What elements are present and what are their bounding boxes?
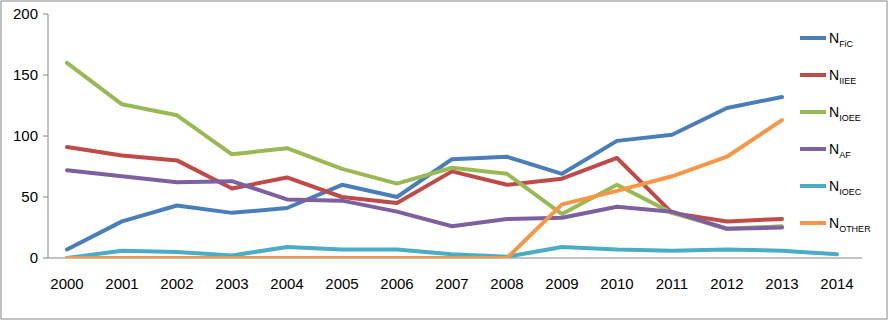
legend-swatch (800, 73, 826, 77)
x-tick-label: 2000 (50, 275, 83, 292)
legend-label-sub: IOEC (839, 187, 862, 197)
legend-label-main: N (829, 30, 839, 46)
legend-label-main: N (829, 104, 839, 120)
legend-label: NIOEE (829, 104, 861, 123)
y-tick-label: 50 (21, 188, 38, 205)
x-tick-label: 2007 (435, 275, 468, 292)
legend-label-sub: OTHER (839, 224, 871, 234)
legend-swatch (800, 184, 826, 188)
x-tick-label: 2011 (656, 275, 688, 292)
y-tick (43, 258, 48, 259)
y-tick-label: 150 (13, 66, 38, 83)
y-tick-label: 200 (13, 5, 38, 22)
x-tick-label: 2006 (380, 275, 413, 292)
x-tick-label: 2012 (710, 275, 743, 292)
series-line (67, 170, 782, 229)
x-tick-label: 2008 (490, 275, 523, 292)
chart: 0 50 100 150 200 2000 2001 2002 2003 2004 2005 2006… (0, 0, 888, 320)
legend-label-sub: IIEE (839, 76, 856, 86)
legend-label-sub: AF (839, 150, 851, 160)
y-tick-label: 100 (13, 127, 38, 144)
legend-swatch (800, 221, 826, 225)
series-line (67, 120, 782, 258)
y-tick (43, 197, 48, 198)
legend-label: NAF (829, 141, 851, 160)
x-tick-label: 2001 (105, 275, 138, 292)
x-tick-label: 2010 (600, 275, 633, 292)
x-tick-label: 2005 (325, 275, 358, 292)
x-tick-label: 2009 (545, 275, 578, 292)
y-tick (43, 136, 48, 137)
x-tick-label: 2003 (215, 275, 248, 292)
x-tick-label: 2002 (160, 275, 193, 292)
y-tick (43, 75, 48, 76)
legend-label-main: N (829, 141, 839, 157)
legend-swatch (800, 36, 826, 40)
y-tick-label: 0 (30, 249, 38, 266)
legend-label-main: N (829, 67, 839, 83)
x-tick-label: 2013 (765, 275, 798, 292)
legend-swatch (800, 110, 826, 114)
series-line (67, 63, 782, 229)
frame (1, 1, 887, 319)
legend-label: NIIEE (829, 67, 856, 86)
x-tick-label: 2014 (820, 275, 853, 292)
legend-label-sub: FiC (839, 39, 853, 49)
legend-label-sub: IOEE (839, 113, 861, 123)
legend-label: NFiC (829, 30, 854, 49)
legend-label-main: N (829, 178, 839, 194)
series-line (67, 147, 782, 221)
legend-label: NOTHER (829, 215, 871, 234)
y-tick (43, 14, 48, 15)
plot-area (67, 63, 837, 258)
legend-swatch (800, 147, 826, 151)
legend-label-main: N (829, 215, 839, 231)
legend-label: NIOEC (829, 178, 862, 197)
x-tick-label: 2004 (270, 275, 303, 292)
